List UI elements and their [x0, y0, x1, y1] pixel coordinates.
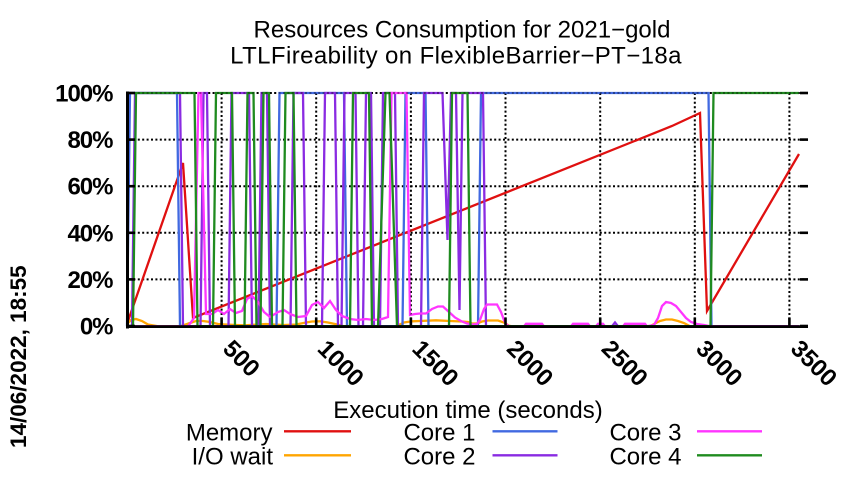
svg-text:I/O wait: I/O wait — [192, 444, 274, 471]
svg-text:Memory: Memory — [186, 420, 273, 447]
svg-text:20%: 20% — [67, 267, 113, 294]
svg-text:0%: 0% — [80, 314, 113, 341]
svg-text:Core 2: Core 2 — [403, 444, 475, 471]
svg-text:60%: 60% — [67, 174, 113, 201]
svg-text:40%: 40% — [67, 220, 113, 247]
svg-text:Core 1: Core 1 — [403, 420, 475, 447]
svg-text:Execution time (seconds): Execution time (seconds) — [333, 397, 602, 424]
svg-text:100%: 100% — [55, 81, 113, 108]
svg-text:80%: 80% — [67, 127, 113, 154]
svg-text:14/06/2022, 18:55: 14/06/2022, 18:55 — [6, 265, 31, 448]
svg-text:Core 4: Core 4 — [609, 444, 681, 471]
svg-text:LTLFireability on FlexibleBarr: LTLFireability on FlexibleBarrier−PT−18a — [230, 43, 682, 70]
svg-text:Resources Consumption for 2021: Resources Consumption for 2021−gold — [254, 17, 671, 44]
svg-text:Core 3: Core 3 — [609, 420, 681, 447]
